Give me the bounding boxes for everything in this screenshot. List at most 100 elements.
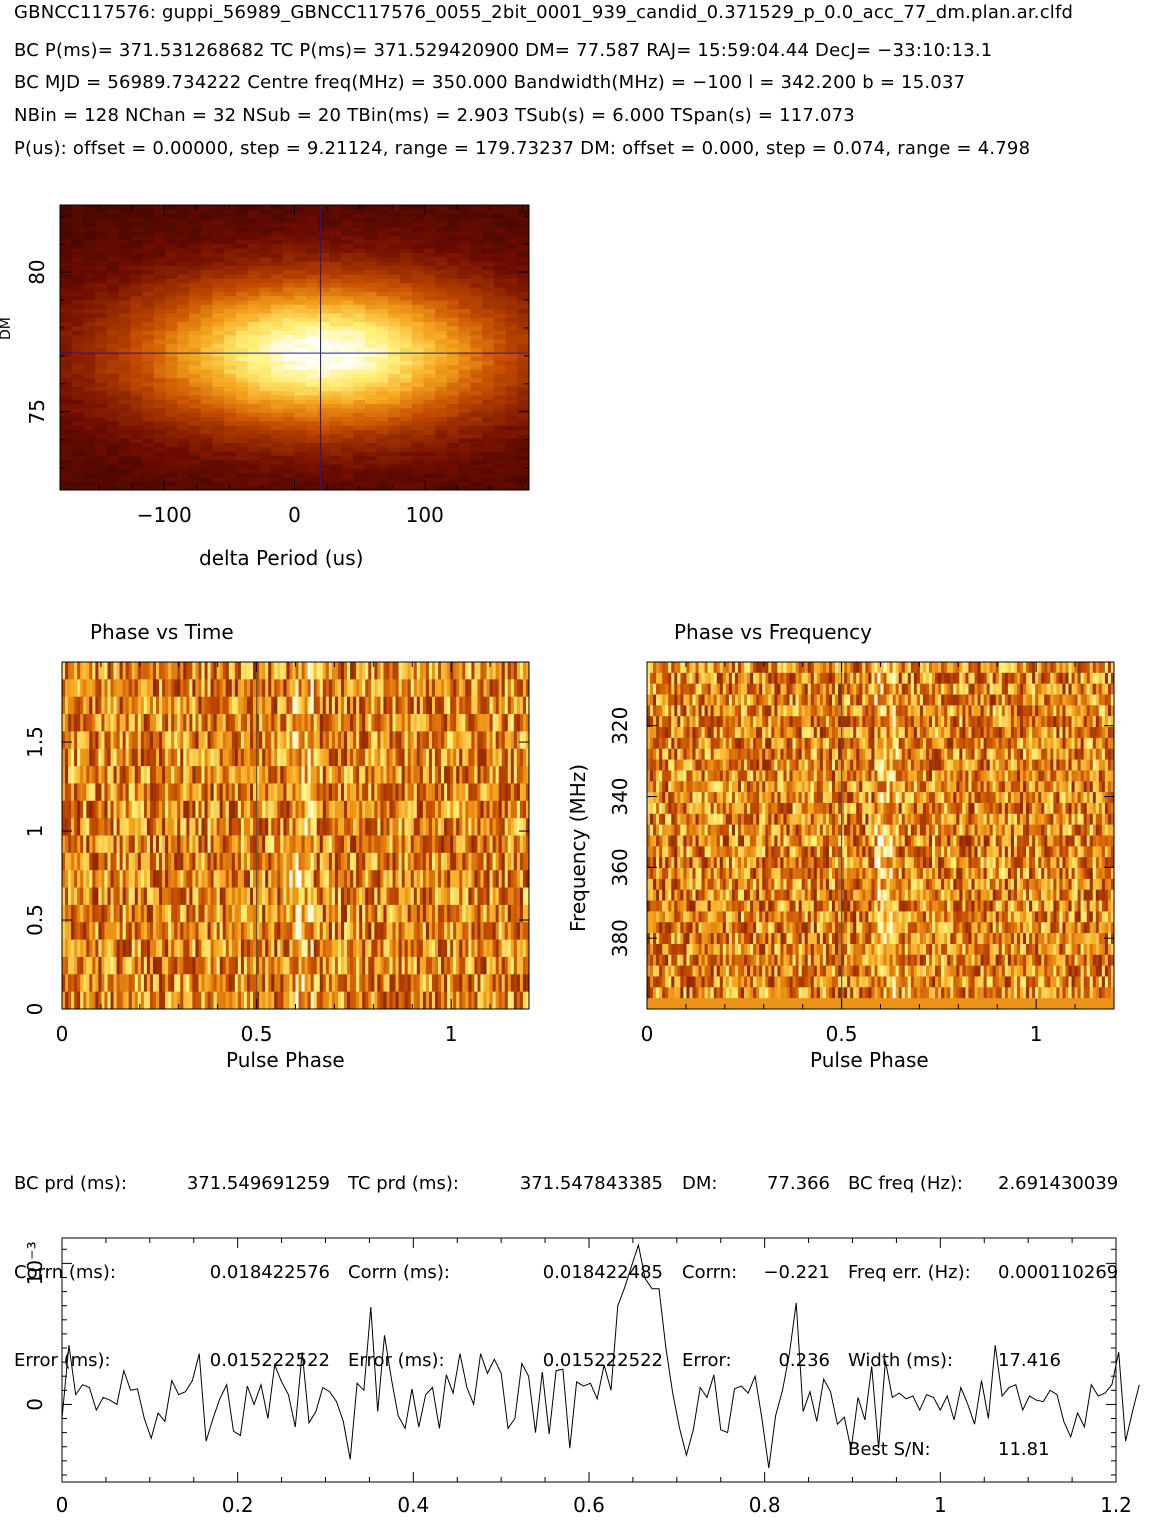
heatmap-cell bbox=[292, 749, 295, 767]
heatmap-cell bbox=[107, 326, 119, 331]
heatmap-cell bbox=[414, 731, 417, 749]
heatmap-cell bbox=[201, 335, 213, 340]
heatmap-cell bbox=[95, 801, 98, 819]
heatmap-cell bbox=[130, 322, 142, 327]
heatmap-cell bbox=[132, 749, 135, 767]
heatmap-cell bbox=[201, 662, 204, 680]
heatmap-cell bbox=[220, 714, 223, 732]
heatmap-cell bbox=[83, 783, 86, 801]
heatmap-cell bbox=[236, 248, 248, 253]
heatmap-cell bbox=[130, 235, 142, 240]
heatmap-cell bbox=[517, 412, 529, 417]
heatmap-cell bbox=[480, 766, 483, 784]
heatmap-cell bbox=[224, 481, 236, 486]
heatmap-cell bbox=[517, 404, 529, 409]
heatmap-cell bbox=[259, 257, 271, 262]
heatmap-cell bbox=[459, 235, 471, 240]
heatmap-cell bbox=[177, 261, 189, 266]
heatmap-cell bbox=[408, 662, 411, 680]
heatmap-cell bbox=[250, 662, 253, 680]
heatmap-cell bbox=[412, 253, 424, 258]
heatmap-cell bbox=[183, 888, 186, 906]
heatmap-cell bbox=[229, 679, 232, 697]
heatmap-cell bbox=[365, 257, 377, 262]
heatmap-cell bbox=[189, 783, 192, 801]
heatmap-cell bbox=[236, 399, 248, 404]
heatmap-cell bbox=[147, 662, 150, 680]
heatmap-cell bbox=[459, 218, 471, 223]
heatmap-cell bbox=[83, 404, 95, 409]
heatmap-cell bbox=[295, 253, 307, 258]
heatmap-cell bbox=[412, 399, 424, 404]
heatmap-cell bbox=[330, 304, 342, 309]
heatmap-cell bbox=[130, 240, 142, 245]
heatmap-cell bbox=[459, 257, 471, 262]
heatmap-cell bbox=[212, 317, 224, 322]
heatmap-cell bbox=[517, 417, 529, 422]
heatmap-cell bbox=[253, 836, 256, 854]
heatmap-cell bbox=[380, 905, 383, 923]
heatmap-cell bbox=[493, 783, 496, 801]
heatmap-cell bbox=[236, 257, 248, 262]
heatmap-cell bbox=[517, 421, 529, 426]
heatmap-cell bbox=[74, 801, 77, 819]
heatmap-cell bbox=[423, 287, 435, 292]
heatmap-cell bbox=[423, 888, 426, 906]
heatmap-cell bbox=[171, 783, 174, 801]
heatmap-cell bbox=[330, 356, 342, 361]
heatmap-cell bbox=[165, 853, 168, 871]
heatmap-cell bbox=[506, 408, 518, 413]
heatmap-cell bbox=[317, 836, 320, 854]
heatmap-cell bbox=[283, 662, 286, 680]
heatmap-cell bbox=[232, 836, 235, 854]
heatmap-cell bbox=[318, 322, 330, 327]
heatmap-cell bbox=[353, 395, 365, 400]
heatmap-cell bbox=[371, 818, 374, 836]
heatmap-cell bbox=[314, 697, 317, 715]
heatmap-cell bbox=[277, 749, 280, 767]
heatmap-cell bbox=[341, 386, 353, 391]
heatmap-cell bbox=[130, 222, 142, 227]
heatmap-cell bbox=[323, 836, 326, 854]
heatmap-cell bbox=[271, 412, 283, 417]
heatmap-cell bbox=[388, 296, 400, 301]
heatmap-cell bbox=[353, 235, 365, 240]
heatmap-cell bbox=[494, 378, 506, 383]
heatmap-cell bbox=[362, 836, 365, 854]
heatmap-cell bbox=[83, 451, 95, 456]
heatmap-cell bbox=[283, 853, 286, 871]
heatmap-cell bbox=[212, 417, 224, 422]
heatmap-cell bbox=[393, 697, 396, 715]
heatmap-cell bbox=[130, 261, 142, 266]
heatmap-cell bbox=[412, 309, 424, 314]
heatmap-cell bbox=[517, 818, 520, 836]
heatmap-cell bbox=[420, 870, 423, 888]
heatmap-cell bbox=[426, 679, 429, 697]
heatmap-cell bbox=[156, 731, 159, 749]
heatmap-cell bbox=[130, 365, 142, 370]
heatmap-cell bbox=[95, 244, 107, 249]
heatmap-cell bbox=[117, 783, 120, 801]
heatmap-cell bbox=[482, 451, 494, 456]
heatmap-cell bbox=[130, 438, 142, 443]
heatmap-cell bbox=[414, 905, 417, 923]
heatmap-cell bbox=[138, 801, 141, 819]
heatmap-cell bbox=[377, 348, 389, 353]
heatmap-cell bbox=[365, 382, 377, 387]
heatmap-cell bbox=[107, 339, 119, 344]
heatmap-cell bbox=[248, 395, 260, 400]
heatmap-cell bbox=[104, 836, 107, 854]
heatmap-cell bbox=[482, 265, 494, 270]
heatmap-cell bbox=[506, 283, 518, 288]
heatmap-cell bbox=[523, 697, 526, 715]
heatmap-cell bbox=[506, 322, 518, 327]
heatmap-cell bbox=[318, 209, 330, 214]
heatmap-cell bbox=[262, 679, 265, 697]
heatmap-cell bbox=[499, 697, 502, 715]
heatmap-cell bbox=[72, 369, 84, 374]
heatmap-cell bbox=[271, 473, 283, 478]
heatmap-cell bbox=[399, 731, 402, 749]
heatmap-cell bbox=[494, 339, 506, 344]
heatmap-cell bbox=[493, 836, 496, 854]
heatmap-cell bbox=[456, 766, 459, 784]
